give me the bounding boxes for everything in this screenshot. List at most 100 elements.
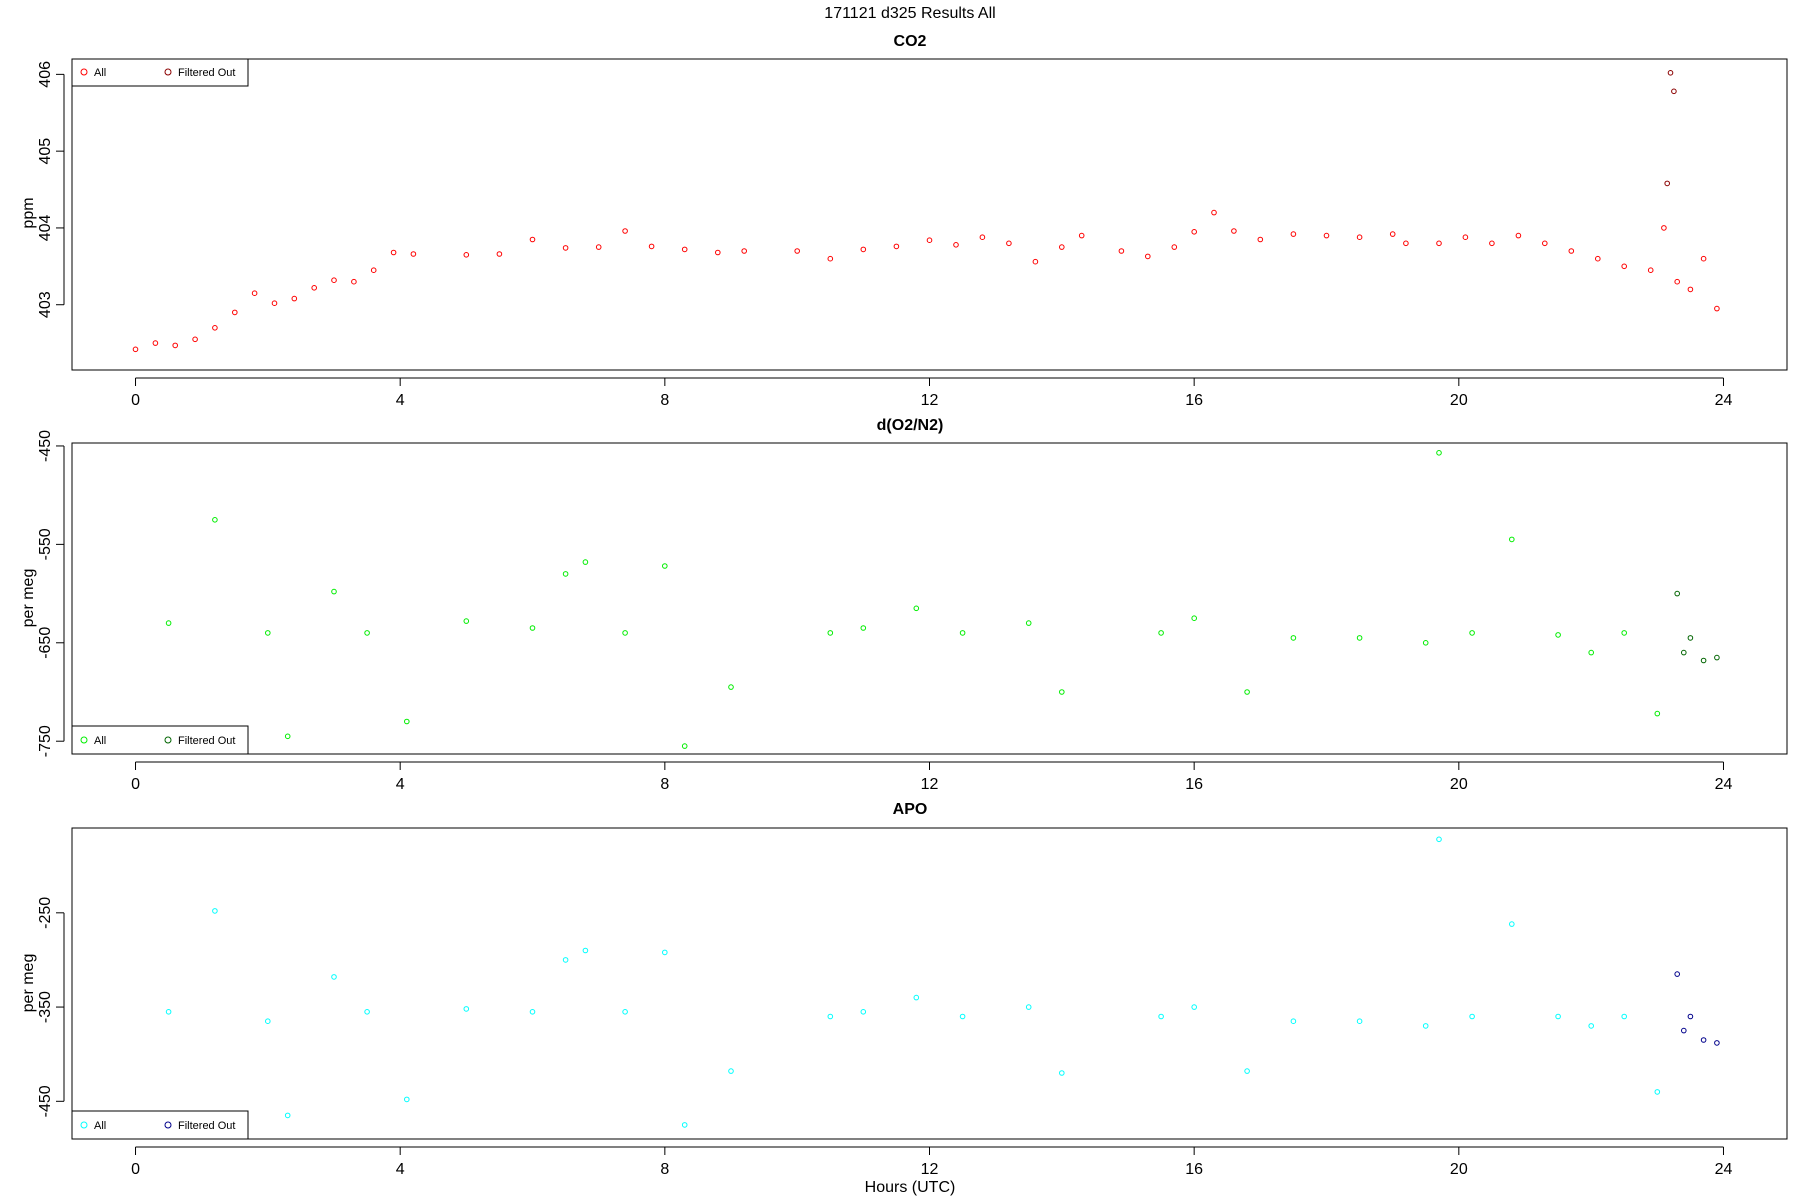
do2n2-point-all bbox=[681, 743, 688, 749]
co2-point-all bbox=[1323, 232, 1330, 239]
do2n2-legend-filtered-marker bbox=[164, 736, 172, 744]
co2-point-all bbox=[1290, 231, 1297, 237]
co2-point-all bbox=[860, 246, 867, 253]
co2-axes: 0 4 8 12 16 20 24 403 404 405 406 bbox=[37, 61, 1732, 409]
apo-y-tick-label: -350 bbox=[37, 991, 54, 1023]
co2-point-all bbox=[1661, 225, 1667, 231]
apo-y-tick-label: -250 bbox=[37, 897, 54, 929]
co2-legend-box bbox=[71, 58, 249, 87]
co2-point-all bbox=[1059, 244, 1065, 250]
apo-point-filtered bbox=[1714, 1040, 1720, 1046]
apo-point-all bbox=[463, 1006, 470, 1012]
co2-x-tick-label: 8 bbox=[660, 392, 669, 409]
apo-axes: 0 4 8 12 16 20 24 -450 -350 -250 bbox=[37, 897, 1732, 1178]
do2n2-x-tick-label: 20 bbox=[1450, 776, 1468, 793]
co2-x-tick-label: 12 bbox=[921, 392, 939, 409]
do2n2-point-all bbox=[1436, 450, 1442, 456]
apo-legend-filtered-label: Filtered Out bbox=[178, 1120, 235, 1132]
co2-x-tick-label: 16 bbox=[1185, 392, 1203, 409]
do2n2-y-tick-label: -450 bbox=[37, 430, 54, 462]
do2n2-point-all bbox=[1059, 689, 1065, 695]
co2-x-tick-label: 24 bbox=[1715, 392, 1733, 409]
apo-point-all bbox=[1509, 921, 1515, 927]
do2n2-point-all bbox=[562, 571, 569, 577]
apo-point-all bbox=[728, 1068, 734, 1074]
co2-point-all bbox=[1078, 232, 1085, 239]
apo-point-filtered bbox=[1681, 1027, 1687, 1034]
co2-point-all bbox=[390, 249, 397, 256]
do2n2-legend-filtered-label: Filtered Out bbox=[178, 735, 235, 747]
apo-point-all bbox=[212, 908, 218, 914]
co2-point-all bbox=[1356, 234, 1363, 240]
x-axis-label: Hours (UTC) bbox=[865, 1179, 956, 1196]
do2n2-y-tick-label: -650 bbox=[37, 627, 54, 659]
co2-point-all bbox=[529, 236, 536, 243]
do2n2-point-all bbox=[1469, 630, 1475, 636]
do2n2-point-all bbox=[1422, 640, 1429, 646]
do2n2-point-filtered bbox=[1674, 590, 1680, 597]
apo-x-tick-label: 8 bbox=[660, 1161, 669, 1178]
apo-point-all bbox=[1059, 1070, 1065, 1076]
co2-y-tick-label: 406 bbox=[37, 61, 54, 88]
do2n2-y-tick-label: -550 bbox=[37, 528, 54, 560]
co2-point-all bbox=[496, 251, 503, 257]
co2-point-all bbox=[1171, 244, 1178, 250]
co2-point-all bbox=[410, 251, 417, 257]
do2n2-point-all bbox=[1588, 649, 1594, 656]
do2n2-point-all bbox=[529, 625, 536, 631]
co2-point-all bbox=[1191, 229, 1197, 235]
co2-point-all bbox=[192, 336, 198, 343]
do2n2-x-tick-label: 24 bbox=[1715, 776, 1733, 793]
do2n2-point-all bbox=[728, 684, 734, 690]
apo-point-all bbox=[827, 1013, 834, 1020]
co2-point-filtered bbox=[1671, 88, 1677, 95]
apo-point-all bbox=[582, 947, 589, 954]
co2-point-all bbox=[1542, 240, 1548, 247]
co2-point-all bbox=[1231, 228, 1237, 234]
co2-point-filtered bbox=[1664, 180, 1670, 187]
co2-point-all bbox=[1674, 278, 1680, 285]
co2-y-tick-label: 404 bbox=[37, 214, 54, 241]
do2n2-point-all bbox=[1654, 710, 1661, 717]
do2n2-x-tick-label: 4 bbox=[396, 776, 405, 793]
do2n2-point-all bbox=[1555, 632, 1561, 638]
apo-y-axis-label: per meg bbox=[20, 954, 37, 1013]
co2-point-all bbox=[1714, 305, 1720, 312]
apo-point-all bbox=[331, 974, 337, 980]
co2-point-all bbox=[291, 295, 298, 302]
do2n2-point-all bbox=[364, 630, 370, 636]
apo-point-all bbox=[1555, 1013, 1561, 1020]
co2-point-all bbox=[331, 277, 337, 284]
co2-point-all bbox=[251, 290, 258, 297]
co2-point-all bbox=[794, 248, 801, 254]
apo-point-all bbox=[1588, 1023, 1594, 1029]
do2n2-point-all bbox=[212, 517, 218, 523]
co2-point-all bbox=[1006, 240, 1012, 247]
apo-point-all bbox=[364, 1009, 370, 1015]
do2n2-legend-box bbox=[71, 725, 249, 755]
do2n2-x-tick-label: 16 bbox=[1185, 776, 1203, 793]
apo-point-all bbox=[913, 994, 920, 1001]
co2-point-all bbox=[926, 237, 933, 243]
do2n2-point-all bbox=[331, 588, 337, 595]
co2-point-all bbox=[953, 242, 959, 248]
figure-title: 171121 d325 Results All bbox=[824, 5, 995, 22]
apo-x-tick-label: 16 bbox=[1185, 1161, 1203, 1178]
do2n2-point-filtered bbox=[1681, 649, 1687, 656]
do2n2-point-all bbox=[860, 625, 867, 631]
co2-point-all bbox=[1489, 240, 1495, 247]
apo-panel-title: APO bbox=[893, 801, 928, 818]
do2n2-point-all bbox=[1621, 630, 1627, 636]
do2n2-panel: d(O2/N2) per meg 0 4 8 12 16 20 24 -750 -650 -550… bbox=[20, 417, 1788, 793]
co2-point-all bbox=[562, 245, 569, 251]
apo-point-filtered bbox=[1674, 971, 1680, 977]
apo-panel: APO per meg 0 4 8 12 16 20 24 -450 -350 -250 All … bbox=[20, 801, 1788, 1178]
apo-point-all bbox=[1356, 1018, 1363, 1025]
co2-point-all bbox=[1145, 253, 1151, 260]
apo-x-tick-label: 0 bbox=[131, 1161, 140, 1178]
co2-panel: CO2 ppm 0 4 8 12 16 20 24 403 404 405 406 All Filt… bbox=[20, 33, 1788, 409]
co2-point-all bbox=[595, 244, 602, 250]
apo-x-tick-label: 12 bbox=[921, 1161, 939, 1178]
do2n2-legend-all-marker bbox=[80, 736, 88, 744]
co2-point-all bbox=[152, 340, 159, 346]
